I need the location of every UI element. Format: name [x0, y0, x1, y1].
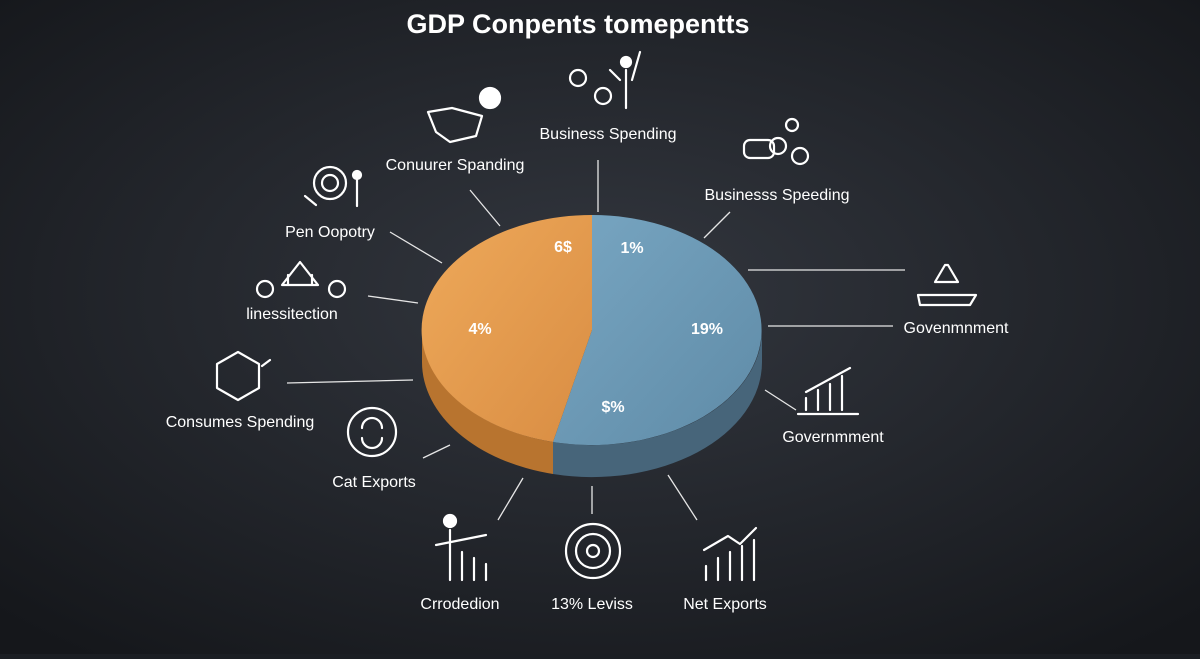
- callout-label: Conuurer Spanding: [386, 157, 525, 174]
- orange-side: [421, 330, 553, 474]
- leader-line: [367, 295, 419, 304]
- leader-line: [764, 389, 797, 411]
- callout-label: Pen Oopotry: [285, 224, 375, 241]
- callout-label: Governmment: [782, 429, 884, 446]
- icon-presenter: [434, 513, 488, 582]
- icons: [215, 50, 978, 582]
- icon-chart-up: [702, 526, 758, 582]
- icon-coins: [742, 117, 810, 166]
- icon-growth: [796, 366, 860, 416]
- leader-line: [422, 444, 451, 459]
- leader-line: [389, 231, 443, 264]
- icon-cycle: [346, 406, 398, 458]
- pie-label: 4%: [468, 321, 491, 338]
- icon-hexagon: [215, 350, 272, 402]
- leader-line: [286, 379, 414, 384]
- leader-line: [667, 474, 698, 521]
- leader-line: [703, 211, 731, 239]
- icon-bank: [255, 260, 347, 299]
- callout-label: Cat Exports: [332, 474, 416, 491]
- callout-label: 13% Leviss: [551, 596, 633, 613]
- orange-slice: [421, 214, 592, 442]
- pie-labels: 6$ 1% 4% 19% $%: [468, 239, 723, 416]
- pie-label: 6$: [554, 239, 572, 256]
- callout-label: linessitection: [246, 306, 338, 323]
- icon-target: [564, 522, 622, 580]
- callout-label: Consumes Spending: [166, 414, 315, 431]
- icon-gear: [303, 165, 363, 208]
- title: GDP Conpents tomepentts: [406, 9, 749, 39]
- callout-label: Businesss Speeding: [705, 187, 850, 204]
- pie-label: $%: [601, 399, 624, 416]
- callout-label: Net Exports: [683, 596, 767, 613]
- leader-line: [469, 189, 501, 227]
- icon-money-bag: [916, 263, 978, 307]
- callouts: Business Spending Conuurer Spanding Busine…: [166, 126, 1009, 613]
- icon-handshake: [426, 86, 502, 144]
- pie-label: 19%: [691, 321, 723, 338]
- blue-side: [553, 330, 763, 478]
- icon-person: [568, 50, 642, 110]
- blue-slice: [553, 215, 762, 445]
- callout-label: Govenmnment: [904, 320, 1009, 337]
- callout-label: Crrodedion: [420, 596, 499, 613]
- pie: [421, 214, 763, 478]
- pie-label: 1%: [620, 240, 643, 257]
- leader-line: [497, 477, 524, 521]
- callout-label: Business Spending: [540, 126, 677, 143]
